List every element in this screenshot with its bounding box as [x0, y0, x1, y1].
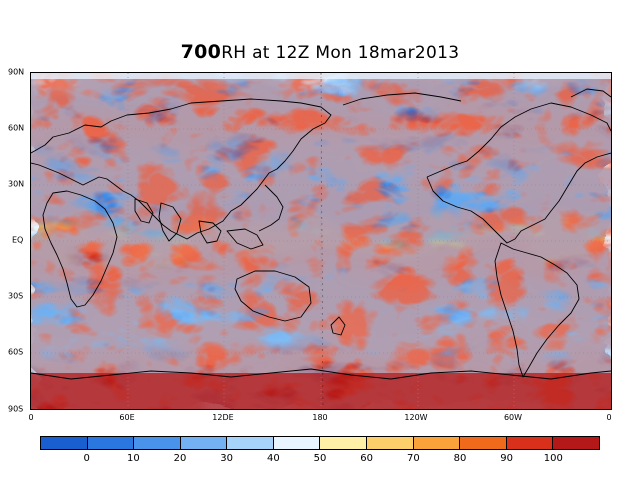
- lon-label-0-left: 0: [28, 413, 34, 422]
- lon-label-180: 180: [312, 413, 328, 422]
- lat-label-90s: 90S: [8, 404, 24, 414]
- colorbar-label: 70: [406, 453, 420, 464]
- lat-label-30n: 30N: [8, 179, 25, 189]
- colorbar: [40, 436, 600, 450]
- lat-label-eq: EQ: [12, 235, 24, 245]
- title-level: 700: [180, 41, 222, 63]
- colorbar-label: 40: [266, 453, 280, 464]
- colorbar-label: 0: [83, 453, 90, 464]
- lat-label-60n: 60N: [8, 123, 25, 133]
- colorbar-swatch: [506, 437, 554, 449]
- colorbar-label: 90: [500, 453, 514, 464]
- colorbar-swatch: [41, 437, 88, 449]
- colorbar-label: 50: [313, 453, 327, 464]
- colorbar-swatch: [320, 437, 368, 449]
- lon-label-120e: 12DE: [212, 413, 234, 422]
- colorbar-label: 100: [543, 453, 563, 464]
- colorbar-swatch: [180, 437, 228, 449]
- lat-label-60s: 60S: [8, 347, 24, 357]
- lon-label-0-right: 0: [606, 413, 612, 422]
- colorbar-label: 30: [220, 453, 234, 464]
- lon-label-60e: 60E: [119, 413, 135, 422]
- colorbar-swatch: [134, 437, 181, 449]
- lon-label-120w: 120W: [404, 413, 428, 422]
- colorbar-swatch: [367, 437, 414, 449]
- colorbar-swatch: [553, 437, 599, 449]
- rh-field-svg: [31, 73, 611, 409]
- colorbar-swatch: [87, 437, 135, 449]
- lat-label-30s: 30S: [8, 291, 24, 301]
- colorbar-label: 80: [453, 453, 467, 464]
- colorbar-label: 60: [360, 453, 374, 464]
- colorbar-swatch: [273, 437, 321, 449]
- map-title: 700RH at 12Z Mon 18mar2013: [0, 41, 640, 63]
- colorbar-label: 20: [173, 453, 187, 464]
- colorbar-swatch: [227, 437, 274, 449]
- rh-map-panel: [30, 72, 612, 410]
- colorbar-swatch: [413, 437, 461, 449]
- colorbar-label: 10: [126, 453, 140, 464]
- colorbar-swatch: [460, 437, 507, 449]
- title-rest: RH at 12Z Mon 18mar2013: [221, 43, 460, 63]
- lat-label-90n: 90N: [8, 67, 25, 77]
- lon-label-60w: 60W: [503, 413, 523, 422]
